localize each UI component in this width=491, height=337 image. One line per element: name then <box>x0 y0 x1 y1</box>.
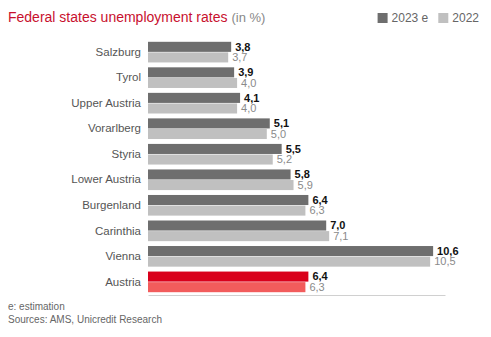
legend-label: 2023 e <box>392 11 429 25</box>
tick-label: Vienna <box>105 250 141 262</box>
data-label: 4,0 <box>241 102 256 114</box>
tick-label: Lower Austria <box>71 173 141 185</box>
tick-label: Salzburg <box>96 46 141 58</box>
legend: 2022 2023 e <box>378 11 480 25</box>
tick-label: Vorarlberg <box>88 122 141 134</box>
chart: Federal states unemployment rates (in %) 3… <box>0 0 491 337</box>
data-label: 3,7 <box>232 51 247 63</box>
data-label: 5,0 <box>271 128 286 140</box>
bar <box>148 195 308 205</box>
tick-label: Styria <box>112 148 142 160</box>
subtitle: (in %) <box>231 10 265 25</box>
legend-swatch <box>378 13 388 23</box>
tick: Tyrol <box>116 71 141 83</box>
annotations: e: estimation Sources: AMS, Unicredit Res… <box>8 301 162 325</box>
bar <box>148 155 273 165</box>
bar <box>148 118 270 128</box>
data-label: 6,3 <box>309 281 324 293</box>
data-label: 7,1 <box>333 230 348 242</box>
bar <box>148 246 433 256</box>
bar <box>148 220 326 230</box>
bar <box>148 282 305 292</box>
bar <box>148 257 430 267</box>
data-label: 5,9 <box>298 179 313 191</box>
tick: Vienna <box>105 250 141 262</box>
bar <box>148 93 240 103</box>
tick: Burgenland <box>82 199 141 211</box>
axis-line <box>149 295 446 296</box>
x-axis <box>149 295 446 296</box>
bar <box>148 42 231 52</box>
y-axis: Salzburg Tyrol Upper Austria Vorarlberg Styr… <box>71 46 141 288</box>
bar <box>148 103 237 113</box>
tick-label: Upper Austria <box>71 97 141 109</box>
tick: Styria <box>112 148 142 160</box>
bar <box>148 206 305 216</box>
bar <box>148 129 267 139</box>
bar <box>148 180 294 190</box>
bar <box>148 272 308 282</box>
tick-label: Austria <box>105 276 141 288</box>
bar <box>148 169 291 179</box>
data-label: 4,0 <box>241 77 256 89</box>
title: Federal states unemployment rates <box>8 9 227 25</box>
tick-label: Carinthia <box>95 224 142 236</box>
bar <box>148 144 282 154</box>
tick-label: Tyrol <box>116 71 141 83</box>
data-label: 6,3 <box>309 204 324 216</box>
bar <box>148 52 228 62</box>
tick: Salzburg <box>96 46 141 58</box>
tick: Lower Austria <box>71 173 141 185</box>
tick: Carinthia <box>95 224 142 236</box>
data-label: 10,5 <box>434 255 455 267</box>
annotation: e: estimation <box>8 301 65 312</box>
bar <box>148 67 234 77</box>
tick: Austria <box>105 276 141 288</box>
tick-label: Burgenland <box>82 199 141 211</box>
bar <box>148 78 237 88</box>
annotation: Sources: AMS, Unicredit Research <box>8 314 162 325</box>
legend-swatch <box>438 13 448 23</box>
data-labels: 3,83,94,15,15,55,86,47,010,66,43,74,04,0… <box>232 41 458 293</box>
tick: Vorarlberg <box>88 122 141 134</box>
legend-label: 2022 <box>452 11 479 25</box>
data-label: 5,2 <box>277 153 292 165</box>
tick: Upper Austria <box>71 97 141 109</box>
bar <box>148 231 329 241</box>
bars <box>148 42 433 292</box>
